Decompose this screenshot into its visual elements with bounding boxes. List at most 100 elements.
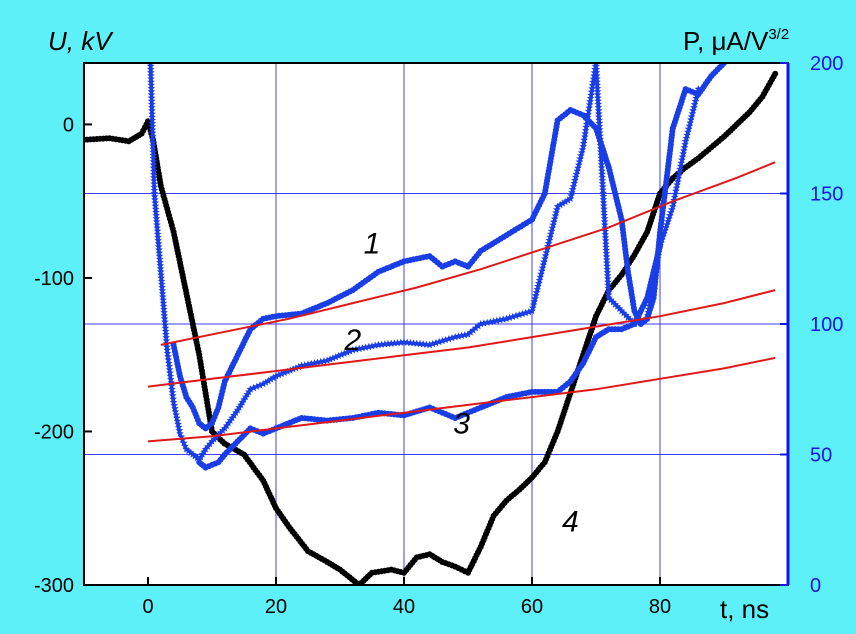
data-point <box>587 87 596 96</box>
y2-tick-label: 200 <box>810 53 843 75</box>
data-point <box>186 448 195 456</box>
data-point <box>659 232 667 240</box>
data-point <box>340 349 349 357</box>
data-point <box>163 346 171 354</box>
data-point <box>679 149 687 157</box>
data-point <box>600 201 608 210</box>
data-point <box>604 290 613 298</box>
series-layer <box>84 63 779 585</box>
data-point <box>592 71 601 79</box>
data-point <box>684 128 692 136</box>
data-point <box>337 350 346 358</box>
data-point <box>657 242 663 249</box>
data-point <box>210 435 218 443</box>
data-point <box>594 103 603 111</box>
data-point <box>592 68 601 76</box>
curve-label-1: 1 <box>364 228 381 261</box>
data-point <box>169 395 177 403</box>
data-point <box>661 226 669 234</box>
data-point <box>331 353 340 361</box>
data-point <box>471 324 480 332</box>
data-point <box>622 311 630 319</box>
data-point <box>152 211 160 219</box>
data-point <box>535 276 544 284</box>
data-point <box>675 171 683 179</box>
series-fit-1 <box>160 161 776 346</box>
data-point <box>579 142 587 150</box>
data-point <box>644 308 653 316</box>
y2-axis-label: P, μA/V3/2 <box>683 26 789 56</box>
data-point <box>151 202 160 210</box>
data-point <box>159 296 167 304</box>
data-point <box>571 176 579 184</box>
data-point <box>601 220 609 229</box>
axis-ticks: 0 20 40 60 80 0 -100 -200 -300 200 150 100 50 0 <box>34 53 843 618</box>
data-point <box>334 351 343 360</box>
data-point <box>547 227 556 235</box>
data-point <box>175 426 184 434</box>
data-point <box>581 129 589 137</box>
data-point <box>601 230 610 238</box>
data-point <box>588 84 596 92</box>
data-point <box>545 236 554 244</box>
data-point <box>597 160 606 168</box>
y2-tick-label: 150 <box>810 184 843 206</box>
grid-lines <box>84 63 788 585</box>
data-point <box>580 136 588 144</box>
data-point <box>567 191 575 199</box>
data-point <box>594 93 602 102</box>
x-tick-label: 0 <box>142 596 153 618</box>
data-point <box>681 137 690 145</box>
data-point <box>160 308 168 316</box>
data-point <box>203 442 212 450</box>
data-point <box>264 376 273 385</box>
x-tick-label: 20 <box>265 596 287 618</box>
data-point <box>539 260 548 269</box>
data-point <box>694 85 703 93</box>
data-point <box>529 300 538 308</box>
data-point <box>585 100 594 108</box>
data-point <box>602 246 610 254</box>
data-point <box>604 278 612 286</box>
data-point <box>615 304 624 312</box>
data-point <box>549 221 557 229</box>
data-point <box>156 261 165 269</box>
data-point <box>532 288 541 296</box>
data-point <box>579 139 588 147</box>
y-tick-label: -200 <box>34 421 74 443</box>
y2-tick-label: 100 <box>810 314 843 336</box>
data-point <box>154 233 162 241</box>
data-point <box>346 347 354 355</box>
data-point <box>685 121 694 130</box>
data-point <box>466 328 475 336</box>
data-point <box>172 410 180 419</box>
data-point <box>577 148 586 156</box>
data-point <box>174 423 183 431</box>
data-point <box>671 190 679 198</box>
data-point <box>556 201 564 209</box>
data-point <box>676 162 685 170</box>
data-point <box>169 391 177 399</box>
data-point <box>541 251 550 259</box>
data-point <box>586 97 594 105</box>
data-point <box>568 188 576 196</box>
data-point <box>573 167 581 175</box>
data-point <box>678 152 687 161</box>
data-point <box>159 299 168 307</box>
data-point <box>658 235 666 243</box>
data-point <box>161 321 169 329</box>
data-point <box>153 227 162 235</box>
data-point <box>535 279 543 287</box>
data-point <box>575 157 584 166</box>
data-point <box>550 217 558 226</box>
data-point <box>157 274 166 282</box>
data-point <box>343 348 351 356</box>
data-point <box>169 398 178 406</box>
data-point <box>682 134 691 142</box>
data-point <box>645 302 654 310</box>
curve-label-3: 3 <box>453 408 470 441</box>
data-point <box>577 151 585 159</box>
data-point <box>151 205 160 213</box>
data-point <box>580 132 589 141</box>
